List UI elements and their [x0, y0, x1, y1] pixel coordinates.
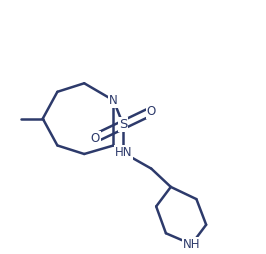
Text: NH: NH — [183, 238, 200, 251]
Text: HN: HN — [114, 146, 132, 159]
Text: O: O — [90, 132, 100, 145]
Text: N: N — [109, 94, 118, 107]
Text: S: S — [119, 118, 127, 131]
Text: O: O — [147, 105, 156, 118]
